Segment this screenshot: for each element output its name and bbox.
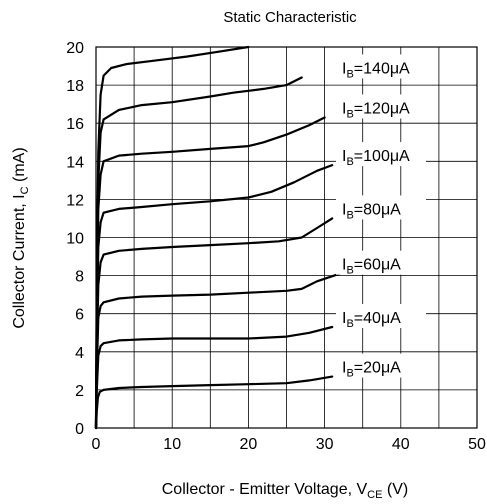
curve-label-background <box>336 142 426 167</box>
curve-label: IB=40μA <box>342 310 401 330</box>
y-tick-label: 6 <box>75 307 84 324</box>
x-tick-label: 30 <box>316 436 334 453</box>
y-tick-label: 4 <box>75 345 84 362</box>
x-axis-label-sub: CE <box>367 489 382 501</box>
curve-labels: IB=20μA IB=40μA IB=60μA IB=80μA IB=100μA IB=1… <box>336 54 426 380</box>
curve-line <box>94 272 341 430</box>
y-axis-label-main: Collector Current, I <box>11 194 28 328</box>
x-tick-label: 10 <box>163 436 181 453</box>
curve-line <box>94 45 250 430</box>
x-tick-label: 20 <box>240 436 258 453</box>
y-tick-label: 18 <box>66 78 84 95</box>
plot-frame <box>95 46 478 429</box>
curve-label: IB=100μA <box>342 148 410 168</box>
curve-label-background <box>336 353 426 378</box>
y-tick-label: 20 <box>66 40 84 57</box>
curve-line <box>94 375 334 430</box>
y-tick-label: 16 <box>66 116 84 133</box>
x-tick-label: 40 <box>392 436 410 453</box>
curve-label: IB=120μA <box>342 100 410 120</box>
curve-label-background <box>336 54 426 79</box>
curve-line <box>94 325 334 430</box>
curve-label: IB=60μA <box>342 257 401 277</box>
x-tick-label: 0 <box>92 436 101 453</box>
x-axis-label-unit: (V) <box>382 481 408 498</box>
curve-label-background <box>336 304 426 329</box>
curve-label-background <box>336 94 426 119</box>
curve-label-background <box>336 195 426 220</box>
y-tick-label: 14 <box>66 154 84 171</box>
y-axis-label-sub: C <box>19 186 31 194</box>
curve-label-background <box>336 250 426 275</box>
curve-line <box>94 217 334 430</box>
curves-group <box>94 45 341 430</box>
y-tick-label: 10 <box>66 231 84 248</box>
y-tick-label: 8 <box>75 269 84 286</box>
y-tick-labels: 0 2 4 6 8 10 12 14 16 18 20 <box>66 40 84 438</box>
x-axis-label: Collector - Emitter Voltage, VCE (V) <box>162 481 408 501</box>
y-axis-label: Collector Current, IC (mA) <box>11 147 31 328</box>
x-axis-label-main: Collector - Emitter Voltage, V <box>162 481 368 498</box>
y-tick-label: 0 <box>75 421 84 438</box>
curve-label: IB=20μA <box>342 360 401 380</box>
y-tick-label: 12 <box>66 192 84 209</box>
y-axis-label-unit: (mA) <box>11 147 28 186</box>
chart-title: Static Characteristic <box>223 9 357 26</box>
x-tick-labels: 0 10 20 30 40 50 <box>92 436 486 453</box>
y-tick-label: 2 <box>75 383 84 400</box>
curve-label: IB=80μA <box>342 201 401 221</box>
curve-label: IB=140μA <box>342 60 410 80</box>
curve-line <box>94 76 303 430</box>
x-tick-label: 50 <box>468 436 486 453</box>
